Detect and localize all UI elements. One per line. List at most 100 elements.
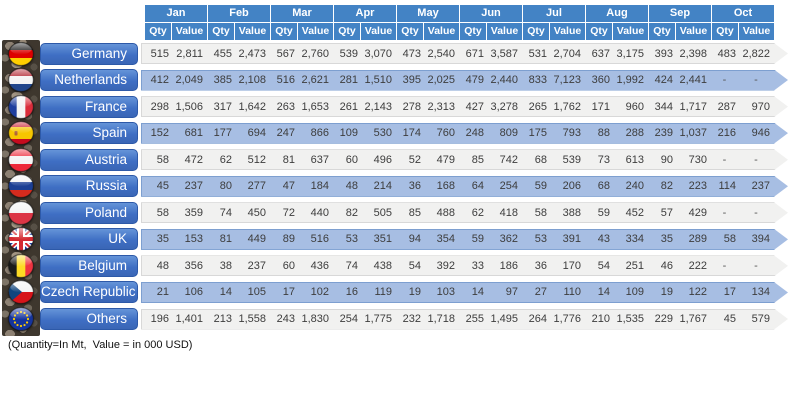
cell-germany-jun-value: 3,587 — [490, 47, 518, 60]
cell-others-sep-qty: 229 — [654, 313, 673, 325]
cell-czech-republic-jan-qty: 21 — [156, 286, 169, 299]
cell-others-oct-value: 579 — [751, 313, 770, 325]
cell-netherlands-mar-qty: 516 — [276, 74, 295, 87]
cell-belgium-feb-qty: 38 — [219, 259, 232, 272]
cell-belgium-may-qty: 54 — [408, 259, 421, 272]
cell-belgium-sep-value: 222 — [688, 259, 707, 272]
qty-column-header: Qty — [334, 23, 360, 40]
cell-spain-oct-qty: 216 — [717, 127, 736, 140]
cell-austria-sep-value: 730 — [688, 153, 707, 166]
cell-uk-apr-value: 351 — [373, 233, 392, 246]
value-column-header: Value — [424, 23, 459, 40]
data-row-others: 196 1,401 213 1,558 243 1,830 254 1,775 232 1,718… — [141, 308, 788, 330]
qty-column-header: Qty — [145, 23, 171, 40]
cell-spain-feb-value: 694 — [247, 127, 266, 140]
cell-czech-republic-feb-value: 105 — [247, 286, 266, 299]
cell-netherlands-sep-value: 2,441 — [679, 74, 707, 87]
data-row-austria: 58 472 62 512 81 637 60 496 52 479 85 742 68 539 73 613… — [141, 149, 788, 171]
cell-netherlands-aug-qty: 360 — [591, 74, 610, 87]
cell-russia-apr-value: 214 — [373, 180, 392, 193]
cell-poland-aug-value: 452 — [625, 206, 644, 219]
cell-spain-jan-value: 681 — [184, 127, 203, 140]
month-header-apr: Apr Qty Value — [334, 5, 396, 40]
cell-others-may-value: 1,718 — [427, 313, 455, 325]
cell-spain-apr-qty: 109 — [339, 127, 358, 140]
cell-uk-mar-qty: 89 — [282, 233, 295, 246]
month-header-oct: Oct Qty Value — [712, 5, 774, 40]
cell-germany-feb-value: 2,473 — [238, 47, 266, 60]
cell-czech-republic-may-value: 103 — [436, 286, 455, 299]
cell-france-mar-value: 1,653 — [301, 100, 329, 113]
cell-netherlands-jan-qty: 412 — [150, 74, 169, 87]
cell-russia-jun-value: 254 — [499, 180, 518, 193]
austria-flag-icon — [8, 147, 34, 172]
data-row-france: 298 1,506 317 1,642 263 1,653 261 2,143 278 2,313… — [141, 96, 788, 118]
cell-belgium-jan-value: 356 — [184, 259, 203, 272]
country-label-france: France — [40, 95, 138, 118]
cell-spain-jul-qty: 175 — [528, 127, 547, 140]
cell-spain-jul-value: 793 — [562, 127, 581, 140]
cell-netherlands-feb-qty: 385 — [213, 74, 232, 87]
cell-austria-mar-value: 637 — [310, 153, 329, 166]
month-label: Oct — [712, 5, 774, 22]
cell-spain-jan-qty: 152 — [150, 127, 169, 140]
value-column-header: Value — [235, 23, 270, 40]
cell-belgium-jan-qty: 48 — [156, 259, 169, 272]
cell-spain-sep-value: 1,037 — [679, 127, 707, 140]
country-label-others: Others — [40, 308, 138, 330]
month-label: Jun — [460, 5, 522, 22]
cell-netherlands-jun-value: 2,440 — [490, 74, 518, 87]
cell-poland-sep-qty: 57 — [660, 206, 673, 219]
cell-uk-aug-value: 334 — [625, 233, 644, 246]
cell-uk-jun-qty: 59 — [471, 233, 484, 246]
cell-austria-feb-qty: 62 — [219, 153, 232, 166]
cell-czech-republic-oct-qty: 17 — [723, 286, 736, 299]
cell-netherlands-sep-qty: 424 — [654, 74, 673, 87]
cell-russia-oct-value: 237 — [751, 180, 770, 193]
country-label-uk: UK — [40, 228, 138, 251]
cell-austria-may-qty: 52 — [408, 153, 421, 166]
cell-uk-mar-value: 516 — [310, 233, 329, 246]
cell-czech-republic-apr-qty: 16 — [345, 286, 358, 299]
cell-poland-jan-qty: 58 — [156, 206, 169, 219]
cell-russia-mar-qty: 47 — [282, 180, 295, 193]
cell-others-feb-qty: 213 — [213, 313, 232, 325]
month-label: Apr — [334, 5, 396, 22]
cell-russia-may-qty: 36 — [408, 180, 421, 193]
cell-poland-aug-qty: 59 — [597, 206, 610, 219]
cell-netherlands-aug-value: 1,992 — [616, 74, 644, 87]
cell-russia-feb-value: 277 — [247, 180, 266, 193]
month-label: Jan — [145, 5, 207, 22]
data-row-germany: 515 2,811 455 2,473 567 2,760 539 3,070 473 2,540… — [141, 43, 788, 64]
cell-spain-apr-value: 530 — [373, 127, 392, 140]
cell-poland-jun-qty: 62 — [471, 206, 484, 219]
cell-uk-feb-qty: 81 — [219, 233, 232, 246]
cell-czech-republic-apr-value: 119 — [374, 286, 392, 299]
cell-russia-aug-value: 240 — [625, 180, 644, 193]
cell-netherlands-may-value: 2,025 — [427, 74, 455, 87]
cell-belgium-jul-qty: 36 — [534, 259, 547, 272]
cell-belgium-aug-qty: 54 — [597, 259, 610, 272]
cell-belgium-apr-value: 438 — [373, 259, 392, 272]
cell-belgium-feb-value: 237 — [247, 259, 266, 272]
cell-russia-jul-value: 206 — [562, 180, 581, 193]
cell-france-apr-value: 2,143 — [364, 100, 392, 113]
cell-austria-oct-qty: - — [722, 153, 727, 166]
cell-belgium-jun-value: 186 — [499, 259, 518, 272]
month-label: Jul — [523, 5, 585, 22]
cell-netherlands-oct-value: - — [754, 74, 758, 87]
cell-austria-apr-qty: 60 — [345, 153, 358, 166]
qty-column-header: Qty — [397, 23, 423, 40]
france-flag-icon — [8, 94, 34, 119]
country-label-austria: Austria — [40, 148, 138, 171]
cell-germany-oct-qty: 483 — [717, 47, 736, 60]
month-label: Feb — [208, 5, 270, 22]
cell-uk-jan-value: 153 — [184, 233, 203, 246]
cell-austria-oct-value: - — [754, 153, 758, 166]
value-column-header: Value — [298, 23, 333, 40]
cell-czech-republic-may-qty: 19 — [408, 286, 421, 299]
cell-france-oct-qty: 287 — [717, 100, 736, 113]
cell-france-jan-value: 1,506 — [175, 100, 203, 113]
cell-russia-feb-qty: 80 — [219, 180, 232, 193]
